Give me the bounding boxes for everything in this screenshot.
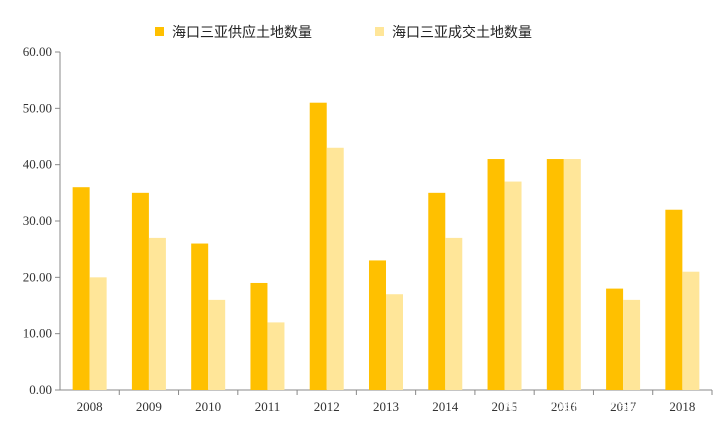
bar-transaction bbox=[148, 237, 166, 390]
bar-supply bbox=[191, 243, 209, 390]
bar-transaction bbox=[682, 271, 700, 390]
x-tick-label: 2009 bbox=[136, 399, 162, 414]
bars bbox=[72, 102, 700, 390]
y-tick-label: 60.00 bbox=[23, 44, 52, 59]
legend-label-supply: 海口三亚供应土地数量 bbox=[172, 24, 312, 41]
legend-swatch-transaction bbox=[375, 27, 384, 36]
bar-transaction bbox=[445, 237, 463, 390]
bar-transaction bbox=[326, 147, 344, 390]
bar-supply bbox=[487, 159, 505, 390]
bar-supply bbox=[428, 192, 446, 390]
y-tick-label: 30.00 bbox=[23, 213, 52, 228]
bar-supply bbox=[309, 102, 327, 390]
y-tick-labels: 0.00 10.00 20.00 30.00 40.00 50.00 60.00 bbox=[23, 44, 52, 397]
x-tick-label: 2015 bbox=[492, 399, 518, 414]
bar-supply bbox=[72, 187, 90, 390]
y-tick-label: 50.00 bbox=[23, 100, 52, 115]
legend: 海口三亚供应土地数量 海口三亚成交土地数量 bbox=[155, 24, 532, 41]
x-tick-label: 2017 bbox=[610, 399, 637, 414]
x-tick-label: 2018 bbox=[669, 399, 695, 414]
x-tick-label: 2008 bbox=[77, 399, 103, 414]
bar-supply bbox=[606, 288, 624, 390]
bar-transaction bbox=[89, 277, 107, 390]
x-tick-label: 2011 bbox=[255, 399, 281, 414]
x-tick-label: 2016 bbox=[551, 399, 578, 414]
x-tick-label: 2014 bbox=[432, 399, 459, 414]
x-tick-labels: 2008 2009 2010 2011 2012 2013 2014 2015 2016 2017… bbox=[77, 399, 696, 414]
y-tick-label: 20.00 bbox=[23, 269, 52, 284]
bar-transaction bbox=[563, 159, 581, 390]
y-tick-label: 0.00 bbox=[29, 382, 52, 397]
bar-supply bbox=[131, 192, 149, 390]
bar-transaction bbox=[504, 181, 522, 390]
bar-supply bbox=[665, 209, 683, 390]
bar-transaction bbox=[386, 294, 403, 390]
x-tick-label: 2010 bbox=[195, 399, 221, 414]
bar-transaction bbox=[267, 322, 285, 390]
bar-supply bbox=[369, 260, 386, 390]
axes bbox=[55, 51, 713, 395]
y-tick-label: 40.00 bbox=[23, 157, 52, 172]
bar-supply bbox=[546, 159, 564, 390]
x-tick-label: 2012 bbox=[314, 399, 340, 414]
bar-transaction bbox=[208, 299, 226, 390]
x-tick-label: 2013 bbox=[373, 399, 399, 414]
legend-swatch-supply bbox=[155, 27, 164, 36]
watermark-text: 知乎 @海南房产数据 bbox=[503, 395, 652, 414]
legend-label-transaction: 海口三亚成交土地数量 bbox=[392, 24, 532, 41]
bar-supply bbox=[250, 282, 268, 390]
y-tick-label: 10.00 bbox=[23, 326, 52, 341]
bar-transaction bbox=[623, 299, 641, 390]
